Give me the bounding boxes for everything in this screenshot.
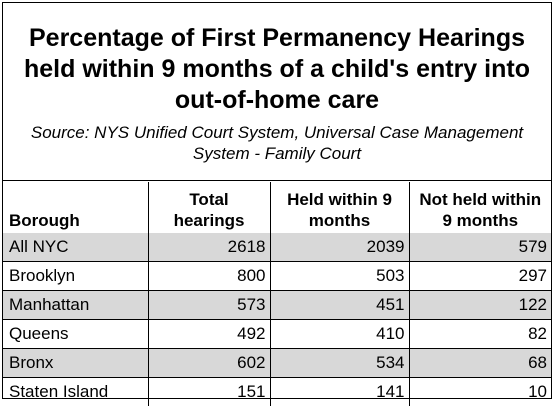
total-cell: 2618	[148, 233, 270, 262]
header-held-within: Held within 9 months	[270, 182, 409, 233]
header-notheld-line-2: 9 months	[416, 210, 546, 231]
title-divider	[3, 180, 551, 181]
source-line-2: System - Family Court	[15, 143, 539, 164]
source-note: Source: NYS Unified Court System, Univer…	[15, 122, 539, 164]
not-held-cell: 579	[409, 233, 551, 262]
report-title: Percentage of First Permanency Hearings …	[15, 23, 539, 116]
header-total-line-2: hearings	[155, 210, 264, 231]
header-notheld-line-1: Not held within	[416, 189, 546, 210]
table-row: All NYC 2618 2039 579	[3, 233, 551, 262]
held-cell: 451	[270, 291, 409, 320]
borough-cell: All NYC	[3, 233, 148, 262]
not-held-cell: 122	[409, 291, 551, 320]
header-row: Borough Total hearings Held within 9 mon…	[3, 182, 551, 233]
title-line-1: Percentage of First Permanency Hearings	[15, 23, 539, 54]
header-total-line-1: Total	[155, 189, 264, 210]
total-cell: 800	[148, 262, 270, 291]
table-row: Manhattan 573 451 122	[3, 291, 551, 320]
not-held-cell: 297	[409, 262, 551, 291]
table-row: Queens 492 410 82	[3, 320, 551, 349]
held-cell: 503	[270, 262, 409, 291]
hearings-table: Borough Total hearings Held within 9 mon…	[3, 182, 551, 406]
title-line-3: out-of-home care	[15, 85, 539, 116]
not-held-cell: 82	[409, 320, 551, 349]
report-frame: Percentage of First Permanency Hearings …	[2, 2, 552, 399]
held-cell: 2039	[270, 233, 409, 262]
header-not-held-within: Not held within 9 months	[409, 182, 551, 233]
header-total-hearings: Total hearings	[148, 182, 270, 233]
borough-cell: Manhattan	[3, 291, 148, 320]
borough-cell: Bronx	[3, 349, 148, 378]
total-cell: 573	[148, 291, 270, 320]
header-borough: Borough	[3, 182, 148, 233]
title-block: Percentage of First Permanency Hearings …	[3, 3, 551, 180]
total-cell: 492	[148, 320, 270, 349]
not-held-cell: 68	[409, 349, 551, 378]
borough-cell: Queens	[3, 320, 148, 349]
source-line-1: Source: NYS Unified Court System, Univer…	[15, 122, 539, 143]
borough-cell: Brooklyn	[3, 262, 148, 291]
held-cell: 534	[270, 349, 409, 378]
table-row: Bronx 602 534 68	[3, 349, 551, 378]
header-held-line-2: months	[277, 210, 403, 231]
held-cell: 410	[270, 320, 409, 349]
title-line-2: held within 9 months of a child's entry …	[15, 54, 539, 85]
header-held-line-1: Held within 9	[277, 189, 403, 210]
header-borough-label: Borough	[9, 211, 80, 230]
table-row: Brooklyn 800 503 297	[3, 262, 551, 291]
total-cell: 602	[148, 349, 270, 378]
